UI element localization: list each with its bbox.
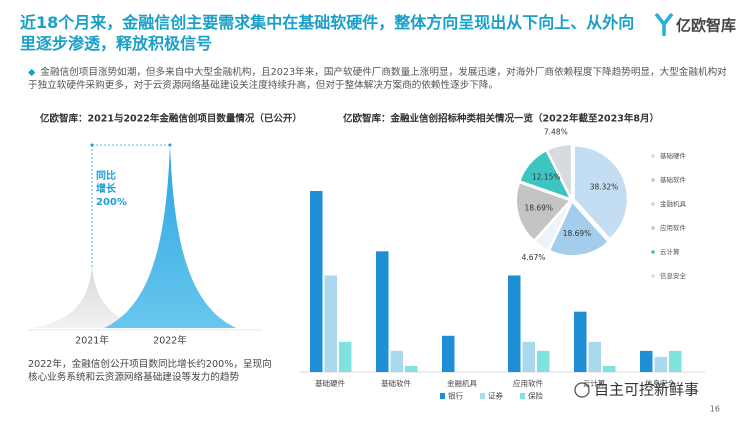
logo-text: 亿欧智库	[676, 17, 736, 35]
bar	[640, 350, 653, 372]
page-number: 16	[710, 405, 720, 414]
legend-label: 基础硬件	[660, 151, 687, 160]
chart-note: 2022年，金融信创公开项目数同比增长约200%，呈现向核心业务系统和云资源网络…	[28, 359, 272, 383]
bar	[324, 275, 337, 372]
guide-dot	[90, 143, 94, 147]
data-label: 12.15%	[532, 172, 561, 181]
legend-dot	[651, 226, 655, 230]
mountain	[104, 145, 236, 328]
data-label: 4.67%	[522, 253, 546, 262]
bar	[588, 341, 601, 372]
legend-dot	[651, 250, 655, 254]
page-title: 近18个月来，金融信创主要需求集中在基础软硬件，整体方向呈现出从下向上、从外向里…	[20, 13, 635, 53]
legend-dot	[651, 154, 655, 158]
x-tick-label: 信息安全	[645, 378, 675, 388]
mountain	[32, 267, 152, 328]
bar	[508, 275, 521, 372]
source-badge: 自主可控新鲜事	[574, 381, 699, 399]
legend-label: 云计算	[660, 247, 680, 256]
legend-swatch	[440, 393, 445, 399]
x-tick-label: 金融机具	[447, 378, 477, 388]
legend-label: 基础软件	[660, 175, 687, 184]
bar	[574, 311, 587, 372]
logo: 亿欧智库	[654, 12, 736, 36]
guide-dot	[168, 143, 172, 147]
summary-text: 金融信创项目涨势如潮，但多来自中大型金融机构，且2023年来，国产软硬件厂商数量…	[28, 67, 727, 91]
legend-dot	[651, 178, 655, 182]
bar	[339, 341, 352, 372]
chart-title: 亿欧智库：金融业信创招标种类相关情况一览（2022年截至2023年8月）	[343, 113, 659, 125]
x-tick-label: 应用软件	[513, 378, 543, 388]
bar	[669, 350, 682, 372]
x-tick-label: 2022年	[153, 335, 187, 347]
logo-icon	[654, 12, 674, 36]
legend-swatch	[520, 393, 525, 399]
x-tick-label: 基础软件	[381, 378, 411, 388]
pie-slice	[519, 150, 572, 200]
x-tick-label: 基础硬件	[315, 378, 345, 388]
data-label: 18.69%	[563, 229, 592, 238]
summary: ◆ 金融信创项目涨势如潮，但多来自中大型金融机构，且2023年来，国产软硬件厂商数…	[28, 66, 728, 92]
legend-dot	[651, 202, 655, 206]
legend-label: 信息安全	[660, 271, 687, 280]
pie-slice	[546, 144, 572, 198]
pie-slice	[534, 201, 572, 251]
pie-slice	[516, 182, 571, 241]
bar	[376, 251, 389, 372]
bar	[442, 335, 455, 372]
x-tick-label: 2021年	[75, 335, 109, 347]
bar	[522, 341, 535, 372]
chart-title: 亿欧智库：2021与2022年金融信创项目数量情况（已公开）	[40, 113, 302, 125]
bar	[537, 350, 550, 372]
legend-dot	[651, 274, 655, 278]
legend-label: 银行	[448, 391, 463, 401]
legend-label: 证券	[488, 391, 503, 401]
pie-slice	[549, 201, 609, 256]
source: 自主可控新鲜事	[594, 381, 699, 399]
wechat-icon	[574, 382, 590, 398]
legend-label: 保险	[528, 391, 543, 401]
pie-slice	[573, 145, 628, 240]
data-label: 7.48%	[544, 127, 568, 136]
legend-label: 应用软件	[660, 223, 687, 232]
bar	[603, 365, 616, 372]
legend-swatch	[480, 393, 485, 399]
x-tick-label: 云计算	[583, 378, 606, 388]
data-label: 38.32%	[590, 183, 619, 192]
bar	[310, 191, 323, 372]
bar	[405, 365, 418, 372]
legend-label: 金融机具	[660, 199, 687, 208]
data-label: 18.69%	[524, 203, 553, 212]
annotation: 同比增长200%	[96, 171, 127, 208]
bar	[390, 350, 403, 372]
bar	[654, 356, 667, 372]
bullet: ◆	[28, 67, 36, 78]
